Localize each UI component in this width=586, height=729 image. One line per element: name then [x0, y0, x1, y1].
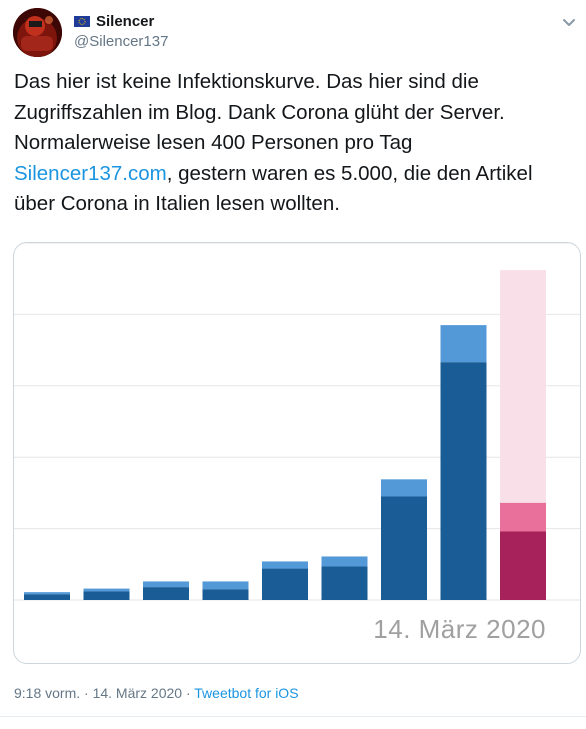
bar — [202, 589, 249, 600]
bar — [381, 496, 427, 600]
divider — [0, 716, 586, 717]
bar-top-segment — [83, 588, 130, 592]
blog-link[interactable]: Silencer137.com — [14, 161, 167, 185]
avatar-image — [13, 8, 62, 57]
bar-top-segment — [202, 581, 249, 590]
display-name[interactable]: Silencer — [96, 13, 155, 30]
chart-date-label: 14. März 2020 — [373, 614, 546, 644]
tweet-text-part1: Das hier ist keine Infektionskurve. Das … — [14, 70, 505, 154]
bar — [262, 568, 308, 600]
eu-flag-icon — [74, 16, 90, 27]
bar — [24, 594, 70, 600]
tweet-footer: 9:18 vorm. · 14. März 2020 · Tweetbot fo… — [14, 685, 299, 701]
user-handle[interactable]: @Silencer137 — [74, 33, 169, 50]
bar — [83, 591, 130, 600]
bar — [321, 566, 368, 600]
bar-chart: 14. März 2020 — [14, 243, 580, 644]
bar-top-segment — [262, 561, 308, 569]
source-link[interactable]: Tweetbot for iOS — [194, 685, 299, 701]
media-card[interactable]: 14. März 2020 — [13, 242, 581, 664]
bar-top-segment — [381, 479, 427, 497]
timestamp[interactable]: 9:18 vorm. · 14. März 2020 · — [14, 685, 195, 701]
bar-top-segment — [143, 581, 189, 588]
tweet-text-part2: , gestern waren es 5.000, die den Artike… — [14, 161, 533, 216]
bar-top-segment — [321, 556, 368, 567]
bar-top-segment — [24, 592, 70, 595]
bar-top-segment — [440, 325, 487, 363]
bar — [143, 587, 189, 600]
avatar[interactable] — [13, 8, 62, 57]
bar-top-segment — [500, 502, 546, 532]
bar — [500, 531, 546, 600]
tweet-text: Das hier ist keine Infektionskurve. Das … — [14, 67, 574, 220]
bar — [440, 362, 487, 600]
chevron-down-icon[interactable] — [562, 18, 576, 28]
